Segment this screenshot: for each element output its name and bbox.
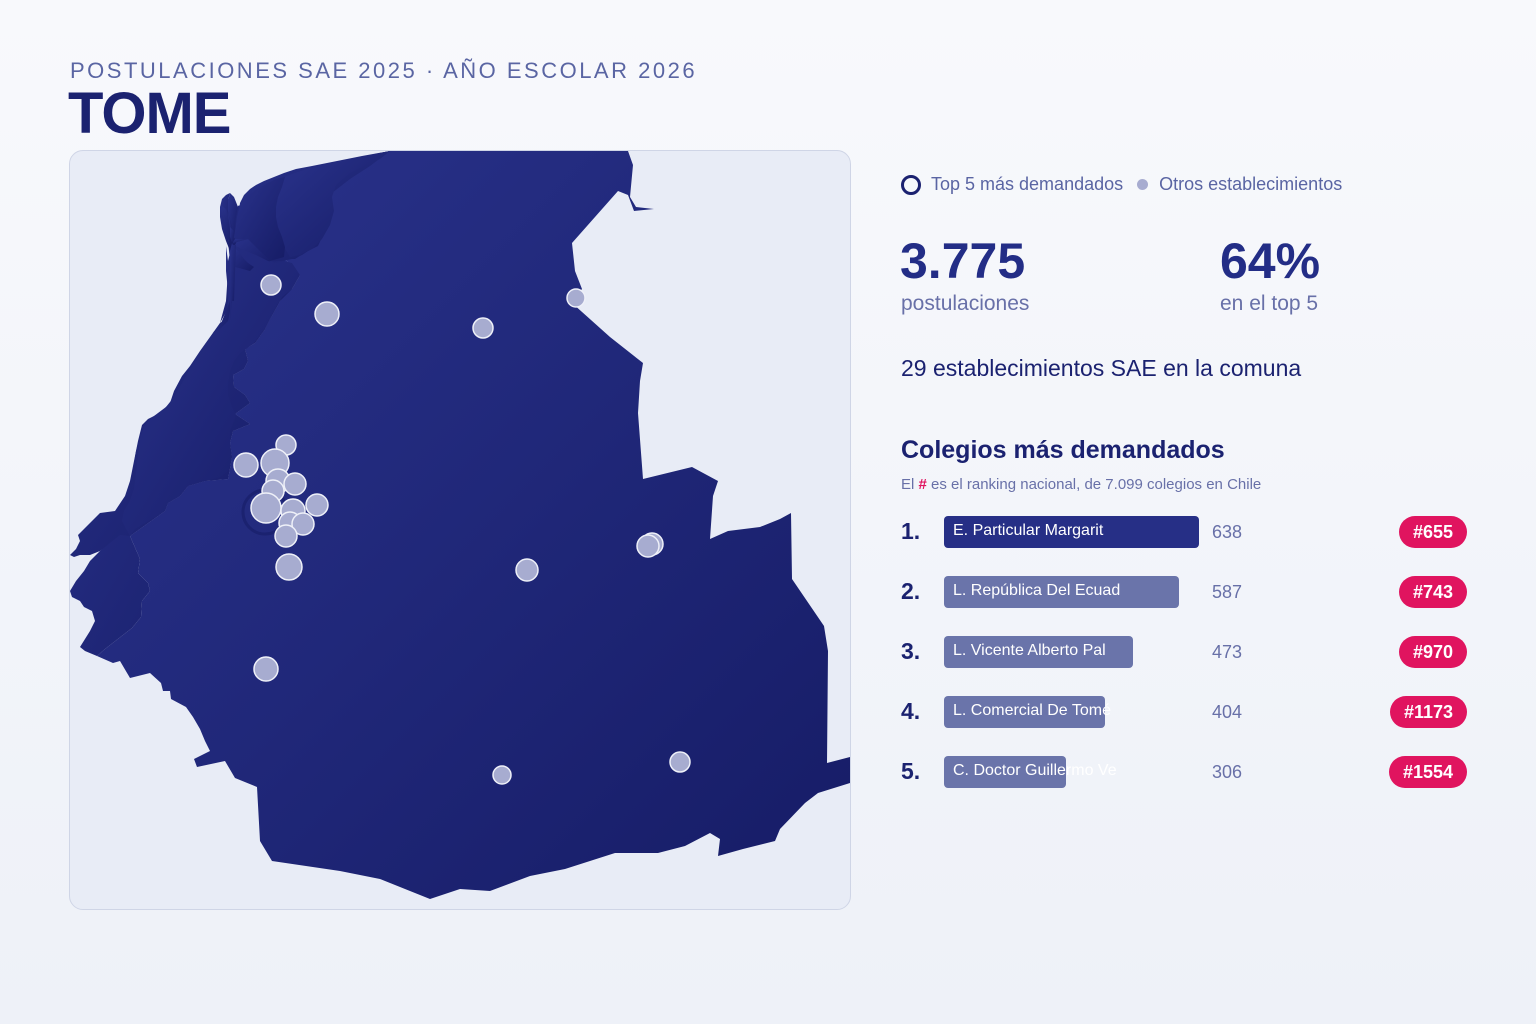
ranking-subtitle-pre: El <box>901 476 919 493</box>
national-rank-badge: #655 <box>1398 516 1467 548</box>
north-coast-spine <box>233 177 285 261</box>
island-north <box>274 151 390 257</box>
ranking-hash-symbol: # <box>918 476 927 493</box>
row-bar <box>944 576 1179 608</box>
national-rank-badge: #1173 <box>1389 696 1467 728</box>
school-marker[interactable] <box>291 512 315 536</box>
page-subtitle: POSTULACIONES SAE 2025 · AÑO ESCOLAR 202… <box>70 58 698 83</box>
legend-others-label: Otros establecimientos <box>1159 174 1343 194</box>
row-school-name: E. Particular Margarit <box>953 522 1104 539</box>
school-marker[interactable] <box>636 534 660 558</box>
west-mainland <box>230 243 235 321</box>
school-marker[interactable] <box>233 452 259 478</box>
top5-share-value: 64% <box>1220 233 1321 289</box>
row-rank: 1. <box>901 518 921 544</box>
ranking-row[interactable]: 2. L. República Del Ecuad 587 #743 <box>901 576 1467 610</box>
applications-label: postulaciones <box>901 292 1030 315</box>
national-rank-badge: #743 <box>1398 576 1467 608</box>
top5-share-label: en el top 5 <box>1220 292 1319 315</box>
other-dot-icon <box>1137 179 1149 190</box>
applications-value: 3.775 <box>900 233 1026 289</box>
row-school-name: L. Vicente Alberto Pal <box>953 642 1106 659</box>
school-marker[interactable] <box>472 317 494 339</box>
school-marker[interactable] <box>515 558 539 582</box>
top5-ring-icon <box>901 174 921 195</box>
row-bar <box>944 696 1105 728</box>
legend-top5-label: Top 5 más demandados <box>931 174 1124 194</box>
row-rank: 3. <box>901 638 921 664</box>
school-marker[interactable] <box>492 765 512 785</box>
row-value: 404 <box>1212 702 1243 722</box>
ranking-row[interactable]: 1. E. Particular Margarit 638 #655 <box>901 516 1467 550</box>
map-svg <box>70 151 850 899</box>
row-value: 306 <box>1212 762 1243 782</box>
row-school-name: C. Doctor Guillermo Ve <box>953 762 1117 779</box>
school-marker[interactable] <box>669 751 691 773</box>
school-marker[interactable] <box>250 492 282 524</box>
commune-territory <box>97 151 850 899</box>
row-rank: 4. <box>901 698 921 724</box>
school-marker[interactable] <box>253 656 279 682</box>
school-marker[interactable] <box>260 274 282 296</box>
row-value: 638 <box>1212 522 1243 542</box>
school-marker[interactable] <box>305 493 329 517</box>
school-marker[interactable] <box>283 472 307 496</box>
commune-map[interactable] <box>69 150 851 910</box>
row-school-name: L. República Del Ecuad <box>953 582 1121 599</box>
national-rank-badge: #970 <box>1398 636 1467 668</box>
school-markers <box>233 274 691 785</box>
row-rank: 2. <box>901 578 921 604</box>
row-rank: 5. <box>901 758 921 784</box>
ranking-row[interactable]: 3. L. Vicente Alberto Pal 473 #970 <box>901 636 1467 670</box>
ranking-row[interactable]: 4. L. Comercial De Tomé 404 #1173 <box>901 696 1467 730</box>
row-value: 473 <box>1212 642 1243 662</box>
schools-count: 29 establecimientos SAE en la comuna <box>901 355 1302 381</box>
ranking-row[interactable]: 5. C. Doctor Guillermo Ve 306 #1554 <box>901 756 1467 790</box>
ranking-title: Colegios más demandados <box>901 436 1225 464</box>
topleft-thin-peninsula <box>230 246 254 271</box>
ranking-subtitle-post: es el ranking nacional, de 7.099 colegio… <box>926 476 1262 493</box>
page-title: TOME <box>68 81 231 146</box>
nw-peninsula-finger <box>220 206 232 251</box>
national-rank-badge: #1554 <box>1388 756 1467 788</box>
row-bar <box>944 636 1133 668</box>
map-legend: Top 5 más demandados Otros establecimien… <box>901 174 1342 195</box>
upper-left-peninsula-outline <box>122 245 300 536</box>
school-marker[interactable] <box>275 553 303 581</box>
school-marker[interactable] <box>314 301 340 327</box>
row-bar <box>944 516 1199 548</box>
row-bar <box>944 756 1066 788</box>
row-value: 587 <box>1212 582 1243 602</box>
school-marker[interactable] <box>566 288 586 308</box>
row-school-name: L. Comercial De Tomé <box>953 702 1111 719</box>
ranking-subtitle: El # es el ranking nacional, de 7.099 co… <box>901 476 1261 493</box>
school-marker[interactable] <box>274 524 298 548</box>
north-wedge <box>233 239 248 243</box>
